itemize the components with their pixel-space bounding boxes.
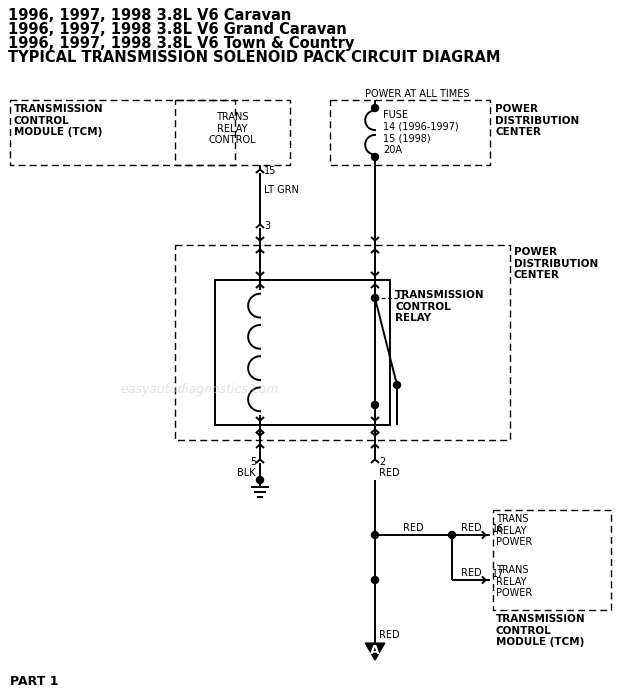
- Text: LT GRN: LT GRN: [264, 185, 299, 195]
- Circle shape: [371, 402, 378, 409]
- Circle shape: [371, 577, 378, 584]
- Text: 17: 17: [492, 569, 504, 579]
- Text: TYPICAL TRANSMISSION SOLENOID PACK CIRCUIT DIAGRAM: TYPICAL TRANSMISSION SOLENOID PACK CIRCU…: [8, 50, 501, 65]
- Text: RED: RED: [379, 468, 400, 478]
- Text: FUSE
14 (1996-1997)
15 (1998)
20A: FUSE 14 (1996-1997) 15 (1998) 20A: [383, 110, 459, 155]
- Text: TRANS
RELAY
CONTROL: TRANS RELAY CONTROL: [208, 112, 256, 145]
- Text: A: A: [370, 645, 380, 657]
- Text: 16: 16: [492, 524, 504, 534]
- Text: 3: 3: [264, 221, 270, 231]
- Circle shape: [371, 295, 378, 302]
- Text: TRANS
RELAY
POWER: TRANS RELAY POWER: [496, 565, 532, 598]
- Text: BLK: BLK: [237, 468, 256, 478]
- Text: TRANSMISSION
CONTROL
MODULE (TCM): TRANSMISSION CONTROL MODULE (TCM): [14, 104, 104, 137]
- Circle shape: [371, 104, 378, 111]
- Text: 1996, 1997, 1998 3.8L V6 Town & Country: 1996, 1997, 1998 3.8L V6 Town & Country: [8, 36, 354, 51]
- Text: 2: 2: [379, 457, 385, 467]
- Text: easyautodiagnostics.com: easyautodiagnostics.com: [120, 384, 279, 396]
- Text: 15: 15: [264, 166, 276, 176]
- Text: 5: 5: [250, 457, 256, 467]
- Text: RED: RED: [403, 523, 423, 533]
- Bar: [330, 100, 490, 165]
- Text: 1996, 1997, 1998 3.8L V6 Grand Caravan: 1996, 1997, 1998 3.8L V6 Grand Caravan: [8, 22, 347, 37]
- Text: TRANSMISSION
CONTROL
MODULE (TCM): TRANSMISSION CONTROL MODULE (TCM): [496, 614, 586, 648]
- Text: RED: RED: [460, 568, 481, 578]
- Text: 1996, 1997, 1998 3.8L V6 Caravan: 1996, 1997, 1998 3.8L V6 Caravan: [8, 8, 291, 23]
- Circle shape: [394, 382, 400, 388]
- Text: POWER AT ALL TIMES: POWER AT ALL TIMES: [365, 89, 470, 99]
- Text: RED: RED: [379, 630, 400, 640]
- Text: RED: RED: [460, 523, 481, 533]
- Text: POWER
DISTRIBUTION
CENTER: POWER DISTRIBUTION CENTER: [495, 104, 579, 137]
- Text: POWER
DISTRIBUTION
CENTER: POWER DISTRIBUTION CENTER: [514, 247, 598, 280]
- Polygon shape: [365, 643, 385, 660]
- Circle shape: [371, 531, 378, 538]
- Circle shape: [449, 531, 455, 538]
- Text: PART 1: PART 1: [10, 675, 59, 688]
- Text: TRANSMISSION
CONTROL
RELAY: TRANSMISSION CONTROL RELAY: [395, 290, 485, 323]
- Text: TRANS
RELAY
POWER: TRANS RELAY POWER: [496, 514, 532, 547]
- Bar: [175, 100, 290, 165]
- Bar: [10, 100, 235, 165]
- Bar: [493, 510, 611, 610]
- Circle shape: [371, 153, 378, 160]
- Bar: [175, 245, 510, 440]
- Circle shape: [256, 477, 263, 484]
- Bar: [215, 280, 390, 425]
